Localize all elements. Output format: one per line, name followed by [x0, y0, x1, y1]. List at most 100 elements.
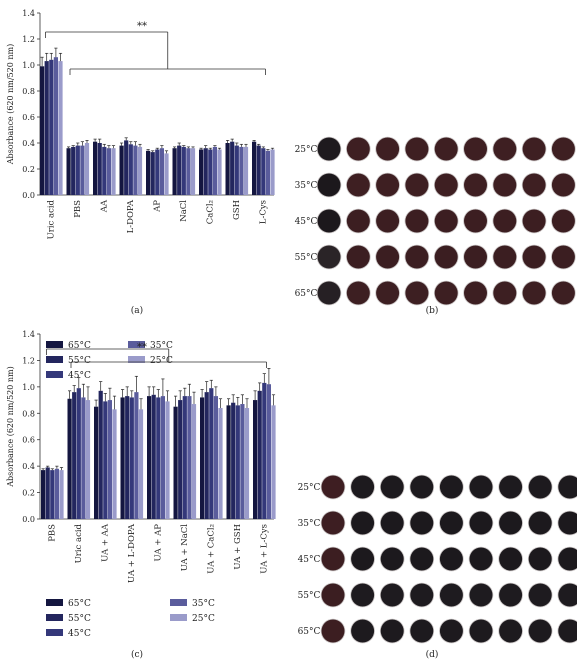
panel-caption: (d) — [426, 649, 439, 660]
bar — [97, 143, 102, 195]
bar — [178, 400, 183, 519]
row-label: 45°C — [295, 217, 318, 227]
row-label: 65°C — [298, 627, 321, 637]
bar — [59, 470, 64, 519]
y-tick-label: 0.0 — [22, 515, 35, 524]
x-tick-label: UA + L-DOPA — [127, 523, 137, 583]
bar — [124, 140, 129, 195]
legend-swatch — [46, 599, 63, 606]
bar — [156, 397, 161, 519]
well — [558, 583, 577, 607]
well — [410, 583, 434, 607]
well — [499, 583, 523, 607]
bar — [72, 392, 77, 519]
y-tick-label: 0.0 — [22, 191, 35, 200]
well — [558, 547, 577, 571]
bar — [270, 149, 275, 195]
well — [469, 511, 493, 535]
y-tick-label: 0.4 — [22, 139, 35, 148]
well — [376, 209, 400, 233]
bar — [265, 150, 270, 195]
bar — [240, 404, 245, 519]
well — [434, 245, 458, 269]
bar — [204, 392, 209, 519]
bar — [50, 470, 55, 519]
well — [528, 475, 552, 499]
legend-label: 65°C — [68, 599, 91, 609]
bar — [98, 390, 103, 519]
well — [380, 511, 404, 535]
bar — [137, 146, 143, 195]
y-tick-label: 1.2 — [22, 356, 35, 365]
y-axis-label: Absorbance (620 nm/520 nm) — [6, 366, 15, 487]
bar — [138, 409, 144, 519]
well — [558, 511, 577, 535]
bar — [218, 408, 223, 519]
y-tick-label: 0.8 — [22, 409, 35, 418]
well — [522, 137, 546, 161]
legend-swatch — [128, 341, 145, 348]
y-axis-label: Absorbance (620 nm/520 nm) — [6, 44, 15, 165]
row-label: 35°C — [298, 519, 321, 529]
chart-panel-c: 0.0 0.2 0.4 0.6 0.8 1.0 1.2 1.4 Absorbance (620 … — [6, 330, 276, 660]
bar — [199, 149, 204, 195]
bar — [172, 148, 177, 195]
well — [439, 511, 463, 535]
bar — [234, 145, 239, 195]
well — [346, 209, 370, 233]
bar — [191, 404, 197, 519]
legend-label: 45°C — [68, 371, 91, 381]
bar — [133, 145, 138, 195]
well — [551, 173, 575, 197]
legend-label: 45°C — [68, 629, 91, 639]
bar — [160, 396, 165, 519]
chart-panel-a: 0.0 0.2 0.4 0.6 0.8 1.0 1.2 1.4 Absorbance (620 … — [6, 9, 275, 381]
bar — [106, 148, 111, 195]
bar — [226, 405, 231, 519]
bar — [125, 396, 130, 519]
bar — [177, 145, 182, 195]
well — [522, 281, 546, 305]
well — [469, 619, 493, 643]
well — [522, 245, 546, 269]
row-label: 55°C — [295, 253, 318, 263]
well — [493, 209, 517, 233]
well — [551, 245, 575, 269]
well — [405, 245, 429, 269]
bar — [81, 397, 86, 519]
well — [464, 173, 487, 197]
well — [551, 281, 575, 305]
bar — [120, 397, 125, 519]
legend-label: 65°C — [68, 341, 91, 351]
x-tick-label: AP — [153, 200, 163, 213]
bar — [103, 401, 108, 519]
bar — [256, 145, 261, 195]
row-label: 65°C — [295, 289, 318, 299]
bar — [44, 61, 49, 195]
bar — [45, 467, 50, 519]
legend-label: 25°C — [192, 614, 215, 624]
well — [351, 547, 375, 571]
bar — [93, 141, 98, 195]
bar — [49, 59, 54, 195]
y-tick-label: 1.0 — [22, 61, 35, 70]
bar — [94, 406, 99, 519]
well — [522, 209, 546, 233]
bar — [230, 141, 235, 195]
well — [493, 173, 517, 197]
x-tick-label: UA + L-Cys — [260, 524, 270, 574]
bar — [111, 148, 116, 195]
bar — [200, 397, 205, 519]
y-tick-label: 1.0 — [22, 383, 35, 392]
well — [317, 209, 341, 233]
well — [493, 245, 517, 269]
well — [351, 619, 375, 643]
legend-label: 55°C — [68, 614, 91, 624]
x-tick-label: L-DOPA — [126, 199, 136, 233]
well — [346, 281, 370, 305]
well — [380, 475, 404, 499]
bar — [257, 390, 262, 519]
bar — [209, 388, 214, 519]
significance-label: ** — [137, 342, 147, 353]
